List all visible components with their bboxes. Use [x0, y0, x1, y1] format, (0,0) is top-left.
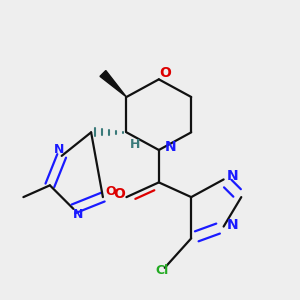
Text: O: O: [159, 66, 171, 80]
Text: H: H: [130, 138, 140, 151]
Text: O: O: [113, 187, 125, 201]
Text: N: N: [53, 143, 64, 157]
Text: N: N: [226, 218, 238, 232]
Text: N: N: [226, 169, 238, 184]
Text: Cl: Cl: [155, 264, 168, 277]
Text: O: O: [105, 185, 116, 198]
Text: N: N: [165, 140, 176, 154]
Text: N: N: [73, 208, 83, 221]
Polygon shape: [100, 70, 126, 97]
